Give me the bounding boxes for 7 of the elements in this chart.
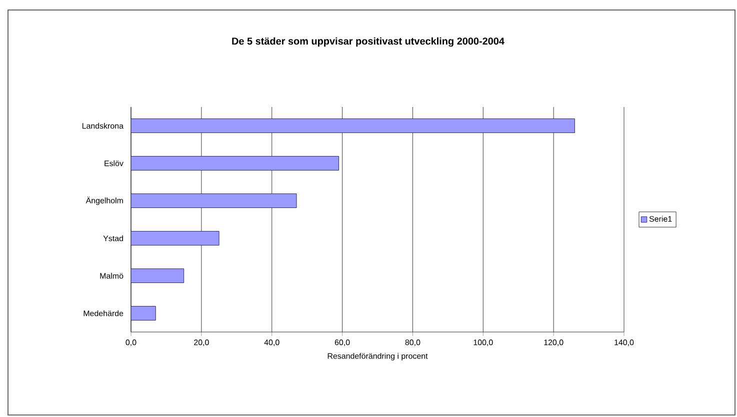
bar <box>131 306 156 320</box>
bar <box>131 118 575 133</box>
bar <box>131 194 297 208</box>
bar <box>131 268 184 283</box>
bar <box>131 156 339 170</box>
chart-title: De 5 städer som uppvisar positivast utveckling 2000-2004 <box>232 37 504 47</box>
bar <box>131 231 220 246</box>
